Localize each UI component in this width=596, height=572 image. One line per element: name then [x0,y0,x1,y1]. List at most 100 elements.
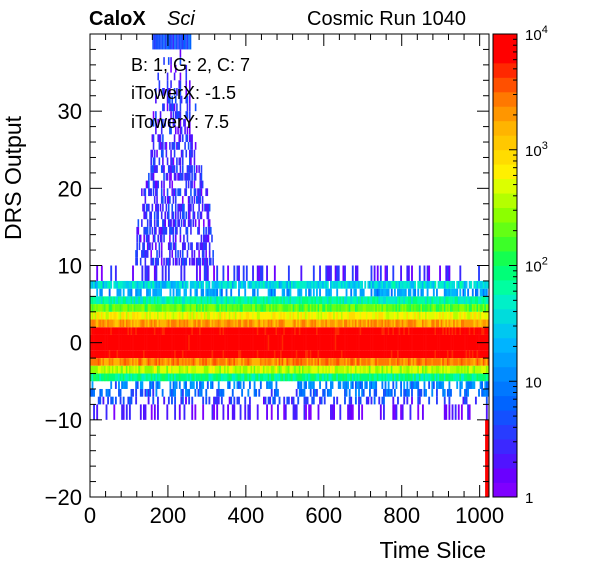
pulse-cell [153,165,156,173]
pulse-cell [158,250,161,258]
heatmap-cell [225,358,228,366]
heatmap-cell [443,304,446,312]
heatmap-cell [202,296,205,305]
heatmap-cell [297,319,300,328]
heatmap-cell [367,350,370,359]
heatmap-cell [393,319,396,328]
heatmap-cell [132,365,134,374]
heatmap-cell [409,381,412,389]
heatmap-cell [336,280,339,289]
heatmap-cell [217,373,220,382]
info-line-3: iTowerY: 7.5 [131,112,229,132]
heatmap-cell [169,350,172,359]
pulse-cell [172,103,175,112]
heatmap-cell [453,373,456,382]
heatmap-cell [345,373,348,382]
heatmap-cell [94,304,97,312]
heatmap-cell [96,311,99,320]
heatmap-cell [194,373,197,382]
heatmap-cell [337,311,340,320]
heatmap-cell [273,327,276,335]
heatmap-cell [178,319,181,328]
heatmap-cell [381,350,384,359]
heatmap-cell [236,365,239,374]
heatmap-cell [158,319,161,328]
heatmap-cell [365,304,368,312]
pulse-cell [179,103,182,112]
heatmap-cell [157,365,159,374]
pulse-cell [202,250,205,258]
heatmap-cell [426,327,429,335]
heatmap-cell [273,288,276,297]
heatmap-cell [150,304,153,312]
heatmap-cell [350,288,353,297]
heatmap-cell [467,404,470,420]
heatmap-cell [331,381,334,389]
heatmap-cell [412,334,415,351]
heatmap-cell [174,280,177,289]
heatmap-cell [239,280,242,289]
heatmap-cell [233,296,236,305]
heatmap-cell [272,358,275,366]
heatmap-cell [142,350,145,359]
heatmap-cell [219,365,222,374]
heatmap-cell [356,265,359,281]
heatmap-cell [236,396,239,405]
heatmap-cell [147,334,150,351]
pulse-cell [194,219,197,227]
heatmap-cell [481,280,484,289]
heatmap-cell [149,311,152,320]
heatmap-cell [214,365,217,374]
heatmap-cell [208,350,211,359]
pulse-cell [181,165,184,173]
pulse-cell [177,142,179,150]
heatmap-cell [255,373,258,382]
heatmap-cell [387,373,390,382]
heatmap-cell [227,296,230,305]
heatmap-cell [414,381,417,389]
heatmap-cell [174,373,177,382]
heatmap-cell [300,288,303,297]
heatmap-cell [364,381,367,389]
heatmap-cell [411,373,413,382]
heatmap-cell [178,373,181,382]
heatmap-cell [210,304,212,312]
heatmap-cell [453,319,456,328]
heatmap-cell [386,319,388,328]
z-tick-label: 102 [525,256,548,276]
heatmap-cell [370,296,373,305]
heatmap-cell [372,350,374,359]
heatmap-cell [478,265,480,281]
heatmap-cell [308,311,311,320]
heatmap-cell [275,319,278,328]
heatmap-cell [336,396,339,405]
heatmap-cell [294,334,297,351]
heatmap-cell [230,288,233,297]
pulse-cell [152,111,155,119]
heatmap-cell [133,334,136,351]
pulse-cell [153,211,156,220]
heatmap-cell [281,373,284,382]
heatmap-cell [96,296,99,305]
pulse-cell [158,242,161,251]
heatmap-cell [415,311,418,320]
heatmap-cell [373,319,376,328]
heatmap-cell [305,311,307,320]
heatmap-cell [171,350,173,359]
heatmap-cell [111,358,114,366]
heatmap-cell [180,296,183,305]
heatmap-cell [104,358,106,366]
heatmap-cell [471,311,474,320]
heatmap-cell [368,373,371,382]
heatmap-cell [211,350,214,359]
heatmap-cell [378,304,381,312]
heatmap-cell [152,358,155,366]
heatmap-cell [428,280,431,289]
heatmap-cell [387,350,390,359]
heatmap-cell [454,304,457,312]
heatmap-cell [330,373,332,382]
heatmap-cell [259,350,262,359]
heatmap-cell [348,334,351,351]
heatmap-cell [122,319,125,328]
heatmap-cell [253,288,256,297]
